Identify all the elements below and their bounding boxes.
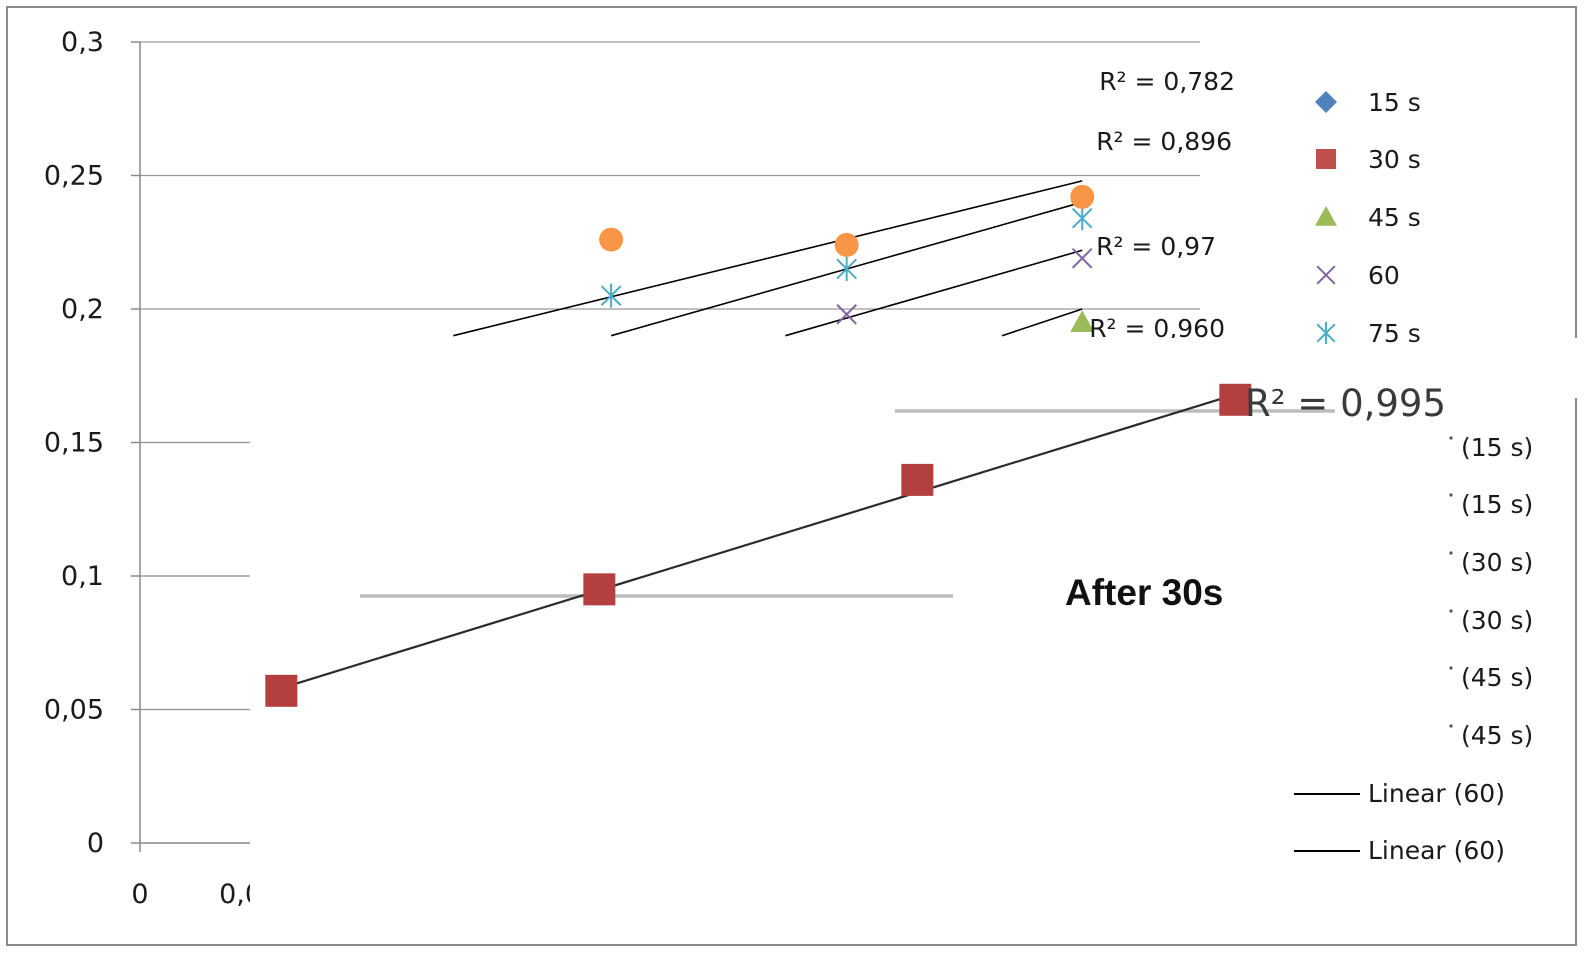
legend-marker-x — [1316, 265, 1336, 285]
legend-linear-label: Linear (60) — [1368, 779, 1505, 808]
background-series — [453, 180, 1095, 337]
legend-marker-asterisk-stroke — [1316, 322, 1336, 344]
main-r-squared-label: R² = 0,995 — [1245, 382, 1446, 425]
legend-extra-item: (30 s) — [1449, 606, 1533, 635]
background-point — [1070, 310, 1095, 332]
legend-extra-label: (15 s) — [1461, 433, 1533, 462]
r-squared-label: R² = 0,896 — [1096, 127, 1232, 156]
chart-annotation: After 30s — [1065, 572, 1223, 613]
background-point — [1071, 206, 1093, 231]
background-point-stroke — [1071, 247, 1093, 269]
legend-label: 30 s — [1368, 145, 1421, 174]
legend-extra-dot — [1449, 493, 1453, 497]
background-trendline — [785, 249, 1083, 337]
legend-marker-triangle — [1315, 206, 1337, 226]
legend-item: 30 s — [1316, 145, 1421, 174]
legend-label: 15 s — [1368, 88, 1421, 117]
r-squared-label: R² = 0,97 — [1096, 232, 1216, 261]
legend-extra-label: (45 s) — [1461, 663, 1533, 692]
inset-background — [250, 338, 1567, 938]
legend-marker-diamond — [1315, 91, 1337, 113]
background-point-stroke — [600, 283, 622, 308]
legend-extra-item: (30 s) — [1449, 548, 1533, 577]
main-data-point — [901, 463, 934, 496]
legend-extra-dot — [1449, 436, 1453, 440]
legend-label: 60 — [1368, 261, 1400, 290]
background-point — [836, 256, 857, 281]
legend-linear-label: Linear (60) — [1368, 836, 1505, 865]
legend-item: 45 s — [1315, 203, 1421, 232]
background-point-stroke — [836, 256, 857, 281]
legend-extra-label: (45 s) — [1461, 721, 1533, 750]
legend-extra-item: (15 s) — [1449, 433, 1533, 462]
background-point-stroke — [836, 304, 857, 325]
legend-label: 75 s — [1368, 319, 1421, 348]
legend-marker-asterisk — [1316, 322, 1336, 344]
legend-marker-square — [1316, 149, 1336, 169]
y-tick-label: 0,05 — [44, 695, 104, 726]
legend-extra-dot — [1449, 551, 1453, 555]
inset-mask — [140, 338, 1580, 938]
y-tick-label: 0,25 — [44, 161, 104, 192]
legend-item: 60 — [1316, 261, 1400, 290]
y-tick-label: 0,2 — [61, 294, 104, 325]
main-trendline — [281, 393, 1236, 690]
legend-linear-item: Linear (60) — [1294, 836, 1505, 865]
legend-linear-item: Linear (60) — [1294, 779, 1505, 808]
y-tick-label: 0,3 — [61, 27, 104, 58]
chart-frame — [6, 6, 1577, 946]
legend-extra-label: (30 s) — [1461, 606, 1533, 635]
legend-extra-item: (45 s) — [1449, 663, 1533, 692]
background-point — [834, 232, 859, 257]
r-squared-label: R² = 0,782 — [1099, 67, 1235, 96]
legend-extra-item: (45 s) — [1449, 721, 1533, 750]
legend-extra-label: (30 s) — [1461, 548, 1533, 577]
x-tick-label: 0 — [131, 879, 148, 910]
background-point — [599, 227, 624, 252]
y-tick-label: 0,15 — [44, 428, 104, 459]
legend-extra-dot — [1449, 666, 1453, 670]
legend-label: 45 s — [1368, 203, 1421, 232]
background-trendline — [453, 180, 1083, 337]
main-data-point — [1219, 383, 1252, 416]
background-point — [600, 283, 622, 308]
legend-item: 15 s — [1315, 88, 1421, 117]
y-tick-label: 0,1 — [61, 561, 104, 592]
legend-extra-item: (15 s) — [1449, 490, 1533, 519]
legend-item: 75 s — [1316, 319, 1421, 348]
legend: 15 s 30 s 45 s 60 75 s (15 s) (15 s) (30 s) (30 … — [1294, 88, 1533, 865]
legend-extra-dot — [1449, 609, 1453, 613]
background-trendline — [1001, 308, 1083, 337]
legend-cutoff — [1240, 338, 1580, 398]
y-tick-label: 0 — [87, 828, 104, 859]
background-point — [1071, 247, 1093, 269]
background-point-stroke — [1071, 206, 1093, 231]
background-point — [836, 304, 857, 325]
main-series: R² = 0,995 — [265, 382, 1446, 707]
legend-marker-x-stroke — [1316, 265, 1336, 285]
legend-extra-label: (15 s) — [1461, 490, 1533, 519]
main-data-point — [265, 674, 298, 707]
main-data-point — [583, 573, 616, 606]
legend-extra-dot — [1449, 724, 1453, 728]
background-point — [1070, 184, 1095, 209]
